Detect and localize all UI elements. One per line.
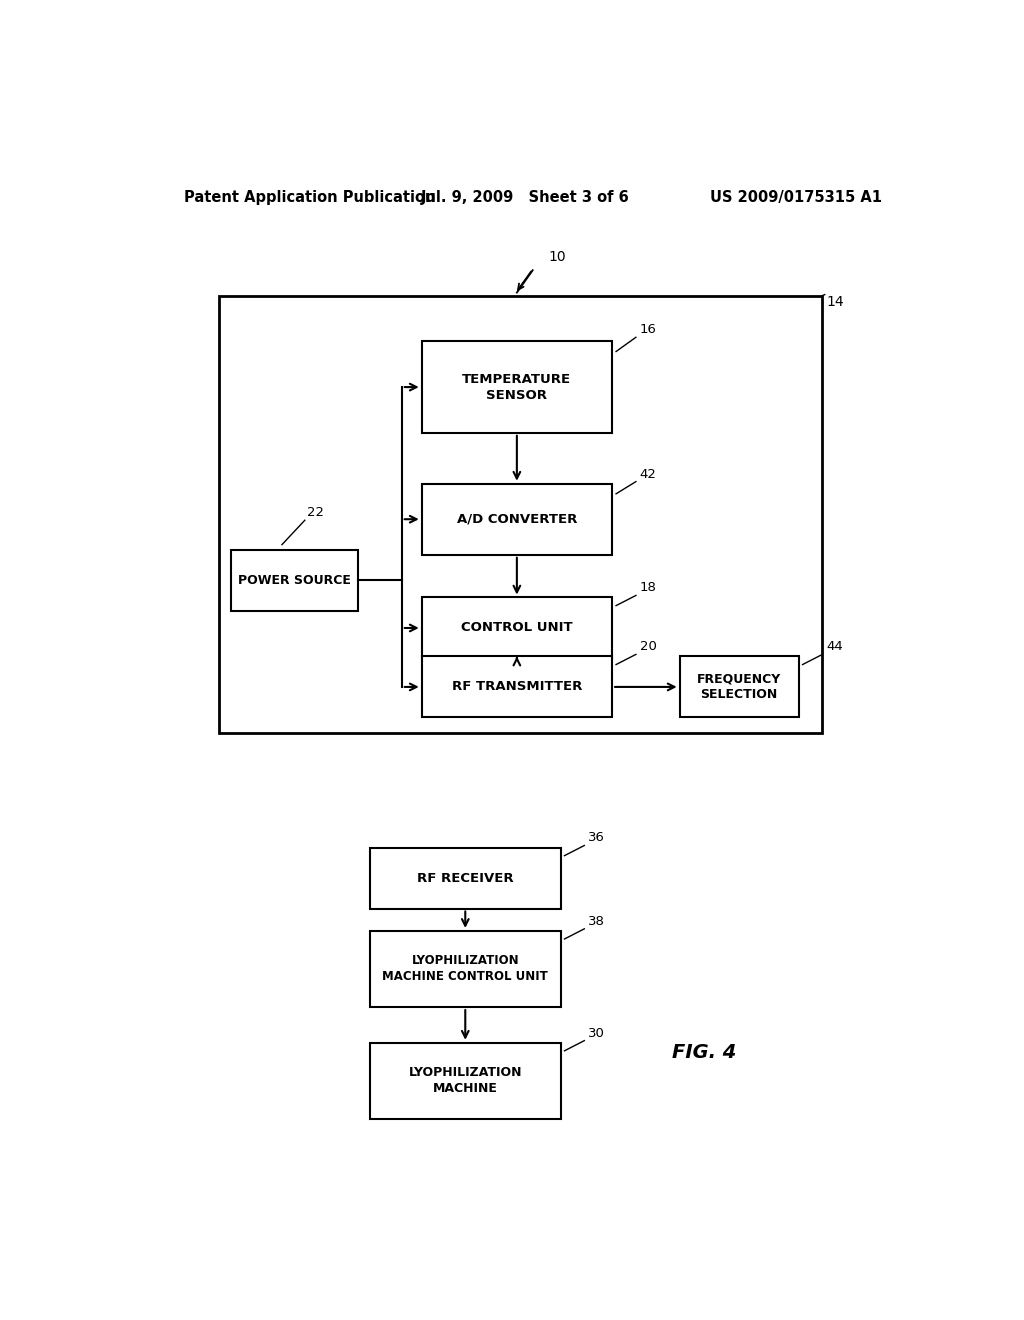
Text: 14: 14: [826, 294, 844, 309]
Text: Jul. 9, 2009   Sheet 3 of 6: Jul. 9, 2009 Sheet 3 of 6: [421, 190, 629, 205]
Text: LYOPHILIZATION
MACHINE: LYOPHILIZATION MACHINE: [409, 1067, 522, 1096]
Bar: [680, 656, 799, 718]
Text: 36: 36: [588, 832, 605, 845]
Text: 44: 44: [826, 640, 843, 653]
Text: 20: 20: [640, 640, 656, 653]
Text: 38: 38: [588, 915, 605, 928]
Bar: [370, 931, 560, 1007]
Text: POWER SOURCE: POWER SOURCE: [239, 574, 351, 586]
Text: 42: 42: [640, 467, 656, 480]
Text: RF TRANSMITTER: RF TRANSMITTER: [452, 680, 582, 693]
Bar: [422, 656, 612, 718]
Text: FIG. 4: FIG. 4: [672, 1043, 736, 1063]
Text: US 2009/0175315 A1: US 2009/0175315 A1: [710, 190, 882, 205]
Text: 16: 16: [640, 323, 656, 337]
Bar: [422, 598, 612, 659]
Text: 22: 22: [307, 507, 325, 519]
Text: 30: 30: [588, 1027, 605, 1040]
Bar: [370, 847, 560, 908]
Text: 18: 18: [640, 581, 656, 594]
Bar: [219, 296, 822, 733]
Bar: [370, 1043, 560, 1119]
Text: 10: 10: [549, 249, 566, 264]
Text: TEMPERATURE
SENSOR: TEMPERATURE SENSOR: [462, 372, 571, 401]
Text: A/D CONVERTER: A/D CONVERTER: [457, 512, 578, 525]
Text: CONTROL UNIT: CONTROL UNIT: [461, 622, 572, 635]
Text: Patent Application Publication: Patent Application Publication: [183, 190, 435, 205]
Text: RF RECEIVER: RF RECEIVER: [417, 871, 514, 884]
Bar: [231, 549, 358, 611]
Text: LYOPHILIZATION
MACHINE CONTROL UNIT: LYOPHILIZATION MACHINE CONTROL UNIT: [382, 954, 548, 983]
Text: FREQUENCY
SELECTION: FREQUENCY SELECTION: [697, 672, 781, 701]
Bar: [422, 342, 612, 433]
Bar: [422, 483, 612, 554]
